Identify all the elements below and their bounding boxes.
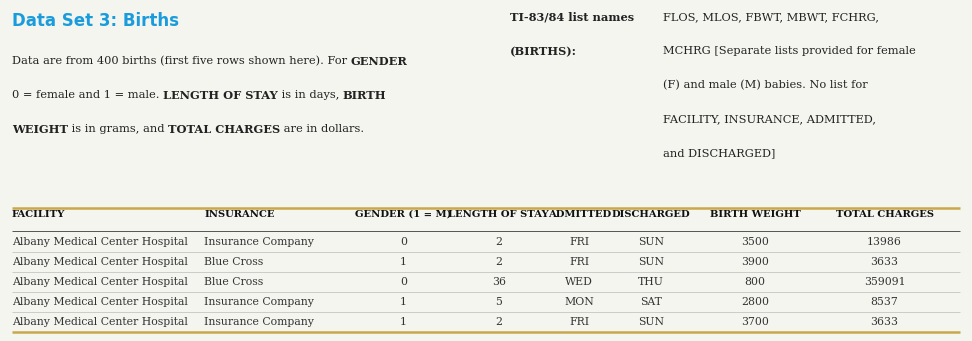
Text: Insurance Company: Insurance Company <box>204 297 314 307</box>
Text: 0: 0 <box>399 237 407 247</box>
Text: 800: 800 <box>745 277 766 287</box>
Text: and DISCHARGED]: and DISCHARGED] <box>663 148 776 158</box>
Text: 3633: 3633 <box>871 257 898 267</box>
Text: is in days,: is in days, <box>278 90 342 100</box>
Text: 1: 1 <box>399 297 407 307</box>
Text: DISCHARGED: DISCHARGED <box>612 210 690 219</box>
Text: 1: 1 <box>399 317 407 327</box>
Text: Albany Medical Center Hospital: Albany Medical Center Hospital <box>12 237 188 247</box>
Text: Albany Medical Center Hospital: Albany Medical Center Hospital <box>12 257 188 267</box>
Text: GENDER (1 = M): GENDER (1 = M) <box>355 210 452 219</box>
Text: FACILITY, INSURANCE, ADMITTED,: FACILITY, INSURANCE, ADMITTED, <box>663 114 876 124</box>
Text: FRI: FRI <box>570 237 589 247</box>
Text: 2800: 2800 <box>742 297 769 307</box>
Text: LENGTH OF STAY: LENGTH OF STAY <box>448 210 549 219</box>
Text: 8537: 8537 <box>871 297 898 307</box>
Text: 3500: 3500 <box>742 237 769 247</box>
Text: MON: MON <box>565 297 594 307</box>
Text: SAT: SAT <box>641 297 662 307</box>
Text: LENGTH OF STAY: LENGTH OF STAY <box>162 90 278 101</box>
Text: (BIRTHS):: (BIRTHS): <box>510 46 577 57</box>
Text: THU: THU <box>639 277 664 287</box>
Text: Blue Cross: Blue Cross <box>204 277 263 287</box>
Text: 36: 36 <box>492 277 505 287</box>
Text: FRI: FRI <box>570 317 589 327</box>
Text: WEIGHT: WEIGHT <box>12 124 68 135</box>
Text: TI-83/84 list names: TI-83/84 list names <box>510 12 635 23</box>
Text: MCHRG [Separate lists provided for female: MCHRG [Separate lists provided for femal… <box>663 46 916 56</box>
Text: TOTAL CHARGES: TOTAL CHARGES <box>168 124 280 135</box>
Text: 1: 1 <box>399 257 407 267</box>
Text: Albany Medical Center Hospital: Albany Medical Center Hospital <box>12 277 188 287</box>
Text: 2: 2 <box>495 237 503 247</box>
Text: 3633: 3633 <box>871 317 898 327</box>
Text: FRI: FRI <box>570 257 589 267</box>
Text: (F) and male (M) babies. No list for: (F) and male (M) babies. No list for <box>663 80 868 90</box>
Text: ADMITTED: ADMITTED <box>548 210 610 219</box>
Text: Insurance Company: Insurance Company <box>204 317 314 327</box>
Text: are in dollars.: are in dollars. <box>280 124 364 134</box>
Text: TOTAL CHARGES: TOTAL CHARGES <box>836 210 933 219</box>
Text: SUN: SUN <box>639 317 664 327</box>
Text: BIRTH WEIGHT: BIRTH WEIGHT <box>710 210 801 219</box>
Text: Blue Cross: Blue Cross <box>204 257 263 267</box>
Text: Insurance Company: Insurance Company <box>204 237 314 247</box>
Text: 5: 5 <box>495 297 503 307</box>
Text: FLOS, MLOS, FBWT, MBWT, FCHRG,: FLOS, MLOS, FBWT, MBWT, FCHRG, <box>663 12 879 22</box>
Text: 0 = female and 1 = male.: 0 = female and 1 = male. <box>12 90 162 100</box>
Text: 2: 2 <box>495 257 503 267</box>
Text: 13986: 13986 <box>867 237 902 247</box>
Text: Data are from 400 births (first five rows shown here). For: Data are from 400 births (first five row… <box>12 56 351 66</box>
Text: GENDER: GENDER <box>351 56 407 67</box>
Text: FACILITY: FACILITY <box>12 210 65 219</box>
Text: Data Set 3: Births: Data Set 3: Births <box>12 12 179 30</box>
Text: Albany Medical Center Hospital: Albany Medical Center Hospital <box>12 297 188 307</box>
Text: 3900: 3900 <box>742 257 769 267</box>
Text: Albany Medical Center Hospital: Albany Medical Center Hospital <box>12 317 188 327</box>
Text: INSURANCE: INSURANCE <box>204 210 275 219</box>
Text: SUN: SUN <box>639 257 664 267</box>
Text: 2: 2 <box>495 317 503 327</box>
Text: BIRTH: BIRTH <box>342 90 386 101</box>
Text: 3700: 3700 <box>742 317 769 327</box>
Text: 0: 0 <box>399 277 407 287</box>
Text: is in grams, and: is in grams, and <box>68 124 168 134</box>
Text: 359091: 359091 <box>864 277 905 287</box>
Text: SUN: SUN <box>639 237 664 247</box>
Text: WED: WED <box>566 277 593 287</box>
